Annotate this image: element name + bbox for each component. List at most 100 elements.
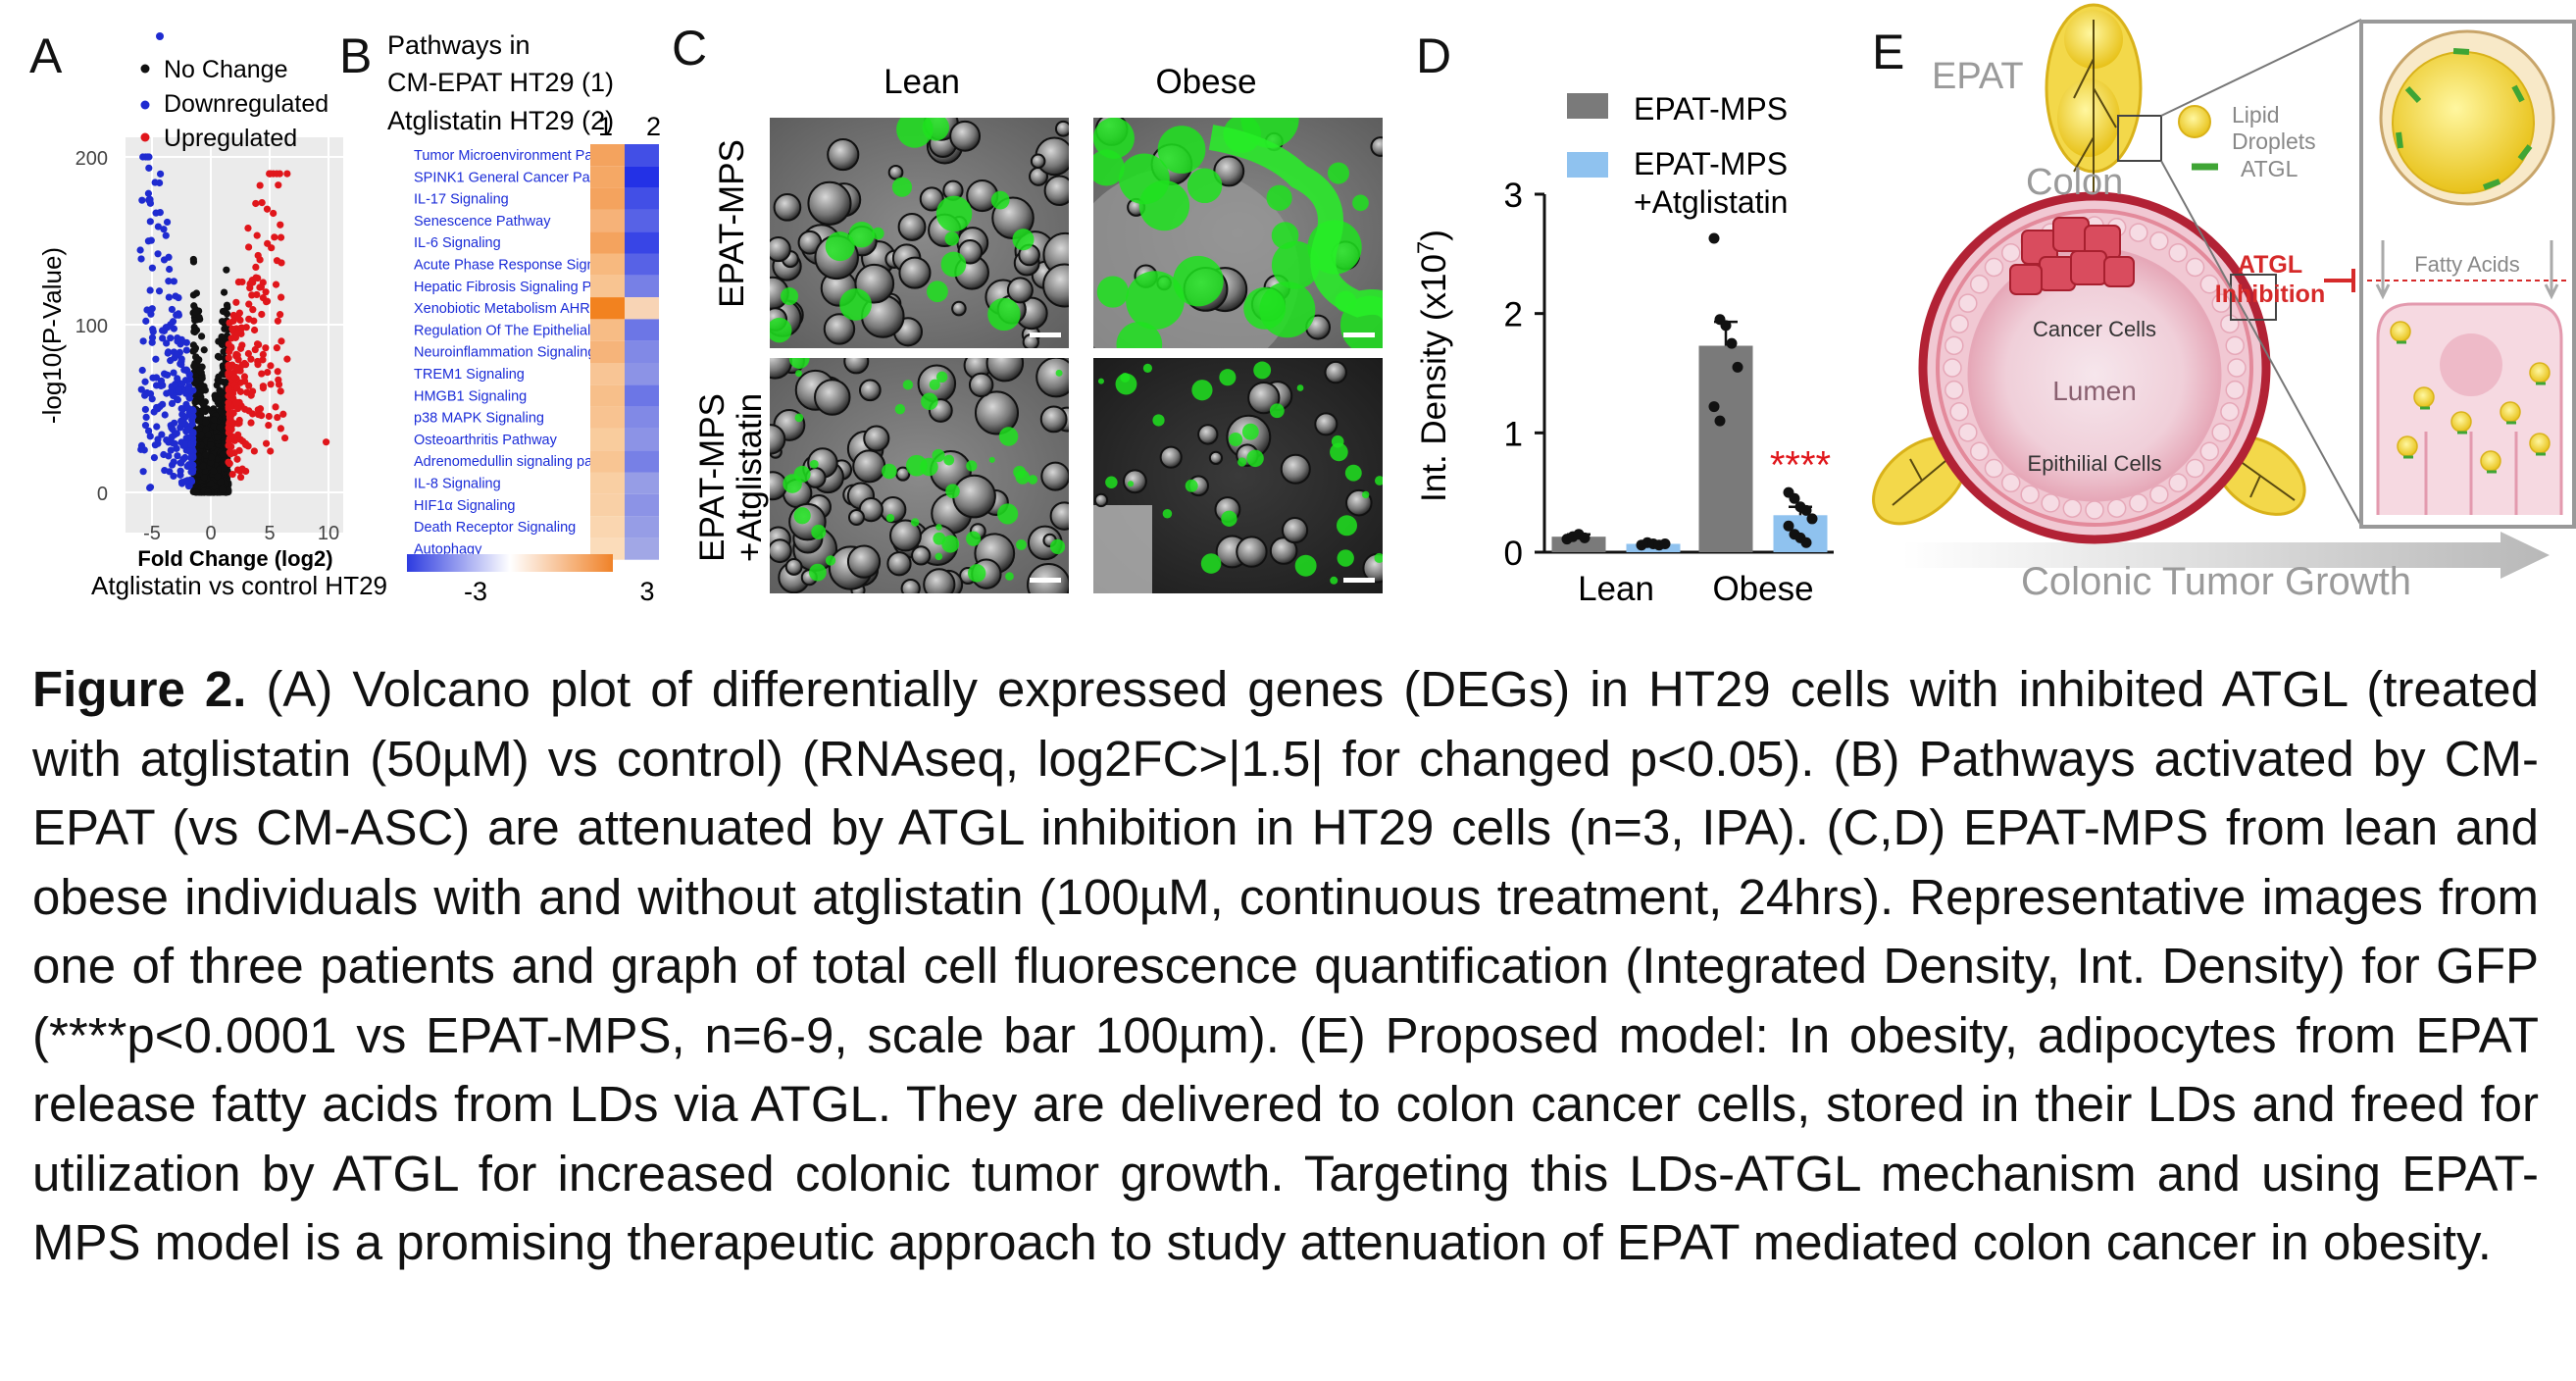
volcano-point — [236, 473, 245, 482]
volcano-point — [235, 419, 243, 427]
volcano-point — [243, 388, 251, 396]
volcano-point — [250, 447, 258, 455]
volcano-point — [171, 381, 179, 388]
volcano-point — [148, 264, 156, 272]
volcano-point — [259, 356, 267, 364]
volcano-point — [226, 460, 233, 468]
volcano-point — [167, 446, 175, 454]
volcano-point — [170, 278, 177, 285]
legend-atglistatin-2: +Atglistatin — [1634, 184, 1788, 220]
volcano-point — [242, 467, 250, 476]
heatmap-row-label: IL-17 Signaling — [414, 192, 509, 208]
volcano-point — [166, 265, 174, 274]
volcano-point — [177, 355, 185, 363]
data-point — [1783, 520, 1794, 532]
volcano-point — [225, 354, 232, 362]
volcano-point — [177, 459, 185, 467]
volcano-point — [170, 369, 177, 377]
epithelial-cell-small — [2211, 423, 2231, 442]
volcano-point — [262, 439, 271, 447]
volcano-xtick: -5 — [143, 523, 161, 544]
volcano-point — [191, 328, 199, 336]
volcano-point — [177, 404, 185, 413]
volcano-point — [210, 467, 218, 475]
inhibition-label-1: ATGL — [2238, 251, 2302, 279]
volcano-point — [265, 421, 273, 430]
heatmap-cell — [625, 297, 659, 320]
volcano-point — [166, 388, 174, 396]
legend-lipid-1: Lipid — [2232, 102, 2280, 128]
heatmap-col-2: 2 — [646, 112, 661, 141]
volcano-point — [197, 332, 206, 340]
volcano-point — [226, 347, 233, 356]
volcano-point — [148, 395, 156, 403]
legend-dot-nochange — [140, 64, 150, 74]
volcano-point — [188, 420, 196, 429]
volcano-point — [258, 198, 266, 207]
legend-nochange: No Change — [164, 56, 287, 83]
volcano-point — [214, 352, 223, 360]
volcano-point — [199, 462, 207, 470]
volcano-point — [149, 326, 157, 333]
volcano-point — [149, 374, 157, 382]
legend-atglistatin-1: EPAT-MPS — [1634, 146, 1788, 181]
growth-arrow — [1902, 532, 2550, 579]
micrograph — [1093, 118, 1383, 348]
volcano-point — [137, 385, 145, 393]
volcano-point — [277, 233, 285, 241]
epat-label: EPAT — [1932, 56, 2024, 97]
volcano-point — [138, 366, 146, 375]
epithelial-cell-small — [2168, 242, 2188, 263]
volcano-point — [280, 434, 289, 442]
volcano-point — [238, 278, 246, 286]
volcano-point — [225, 363, 232, 372]
volcano-point — [275, 181, 282, 189]
volcano-xtick: 10 — [318, 523, 339, 544]
volcano-point — [263, 205, 272, 213]
volcano-point — [247, 419, 255, 427]
scale-bar — [1343, 332, 1375, 337]
volcano-point — [174, 452, 181, 460]
volcano-point — [137, 441, 146, 450]
volcano-point — [259, 383, 267, 390]
legend-lipid-2: Droplets — [2232, 128, 2316, 154]
heatmap-col-1: 1 — [598, 112, 613, 141]
volcano-point — [225, 384, 232, 392]
volcano-ytick: 100 — [76, 316, 108, 337]
volcano-point — [188, 468, 197, 476]
heatmap-title-line: Atglistatin HT29 (2) — [387, 106, 614, 135]
volcano-point — [244, 349, 252, 358]
volcano-point — [256, 181, 264, 189]
volcano-point — [233, 351, 241, 359]
volcano-point — [142, 317, 150, 325]
zoom-box-fat — [2117, 115, 2162, 162]
volcano-point — [225, 441, 232, 449]
volcano-point — [158, 431, 166, 438]
volcano-point — [165, 293, 173, 301]
heatmap-scale-min: -3 — [464, 577, 487, 606]
heatmap-cell — [590, 231, 625, 254]
significance-stars: **** — [1770, 444, 1831, 487]
microscopy-grid: Lean Obese EPAT-MPS EPAT-MPS +Atglistati… — [693, 63, 1383, 593]
volcano-point — [145, 164, 153, 172]
volcano-point — [192, 377, 200, 384]
epithelial-cell-small — [1945, 380, 1964, 400]
caption-label: Figure 2. — [32, 661, 247, 717]
fatty-acids-label: Fatty Acids — [2414, 252, 2520, 277]
data-point — [1732, 361, 1743, 373]
data-point — [1708, 232, 1720, 244]
cell-nucleus — [2440, 333, 2502, 396]
volcano-point — [167, 321, 175, 329]
epithelial-cell-small — [1969, 441, 1990, 461]
heatmap-cell — [590, 319, 625, 341]
heatmap-cell — [625, 363, 659, 385]
volcano-point — [186, 440, 195, 448]
volcano-point — [271, 233, 278, 241]
volcano-point — [178, 419, 186, 427]
micrograph — [770, 358, 1069, 593]
epithelial-cell-small — [2001, 473, 2021, 493]
bar-chart: EPAT-MPS EPAT-MPS +Atglistatin Int. Dens… — [1413, 91, 1834, 608]
lipid-droplet — [2390, 321, 2411, 342]
volcano-point — [163, 435, 171, 444]
data-point — [1806, 513, 1818, 525]
